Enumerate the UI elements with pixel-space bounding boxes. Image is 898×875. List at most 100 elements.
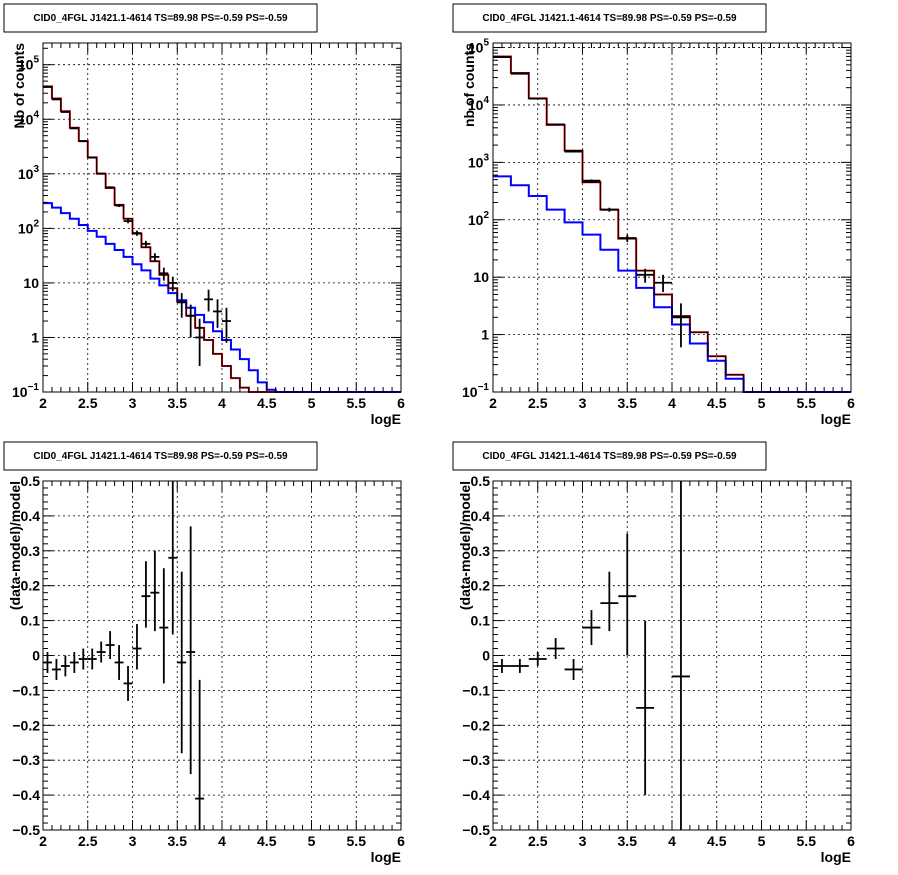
y-tick-label: 102 xyxy=(468,210,490,228)
x-tick-label: 2 xyxy=(39,395,47,411)
data-point xyxy=(105,631,115,659)
data-point xyxy=(195,679,205,830)
chart-title-box xyxy=(452,441,767,471)
y-tick-label: −0.2 xyxy=(462,717,490,733)
y-tick-label: −0.1 xyxy=(462,682,490,698)
y-axis-label: nb of counts xyxy=(461,43,477,127)
data-point xyxy=(60,655,70,677)
y-tick-label: 0.4 xyxy=(21,508,41,524)
data-point xyxy=(123,665,133,701)
x-tick-label: 5 xyxy=(308,395,316,411)
y-tick-label: 10 xyxy=(23,275,39,291)
chart-title-box xyxy=(3,441,318,471)
data-point xyxy=(114,645,124,680)
x-tick-label: 4.5 xyxy=(257,395,277,411)
x-tick-label: 5.5 xyxy=(347,395,367,411)
data-point xyxy=(618,533,637,656)
x-tick-label: 2.5 xyxy=(78,395,98,411)
data-point xyxy=(672,303,690,348)
data-point xyxy=(600,207,619,212)
y-tick-label: 0 xyxy=(482,648,490,664)
y-tick-label: 0 xyxy=(32,648,40,664)
x-tick-label: 5 xyxy=(758,833,766,849)
data-point xyxy=(87,648,97,670)
y-tick-label: 0.2 xyxy=(471,578,491,594)
x-tick-label: 2 xyxy=(489,833,497,849)
data-point xyxy=(528,97,547,100)
y-tick-label: 1 xyxy=(481,327,489,343)
x-tick-label: 4 xyxy=(668,833,676,849)
chart-panel-4: 2 2.5 3 3.5 4 4.5 5 5.5 6 −0.5 −0.4 −0.3 −0.2 −0.1 0 0.… xyxy=(452,441,855,865)
chart-panel-2: 2 2.5 3 3.5 4 4.5 5 5.5 6 10−1 1 10 102 103 104 105 logE… xyxy=(452,3,855,427)
x-tick-label: 6 xyxy=(847,395,855,411)
data-point xyxy=(114,204,124,208)
y-tick-label: 0.5 xyxy=(21,473,41,489)
chart-title: CID0_4FGL J1421.1-4614 TS=89.98 PS=-0.59… xyxy=(482,451,737,462)
x-tick-label: 2.5 xyxy=(528,395,548,411)
y-tick-label: 102 xyxy=(18,218,40,236)
chart-title: CID0_4FGL J1421.1-4614 TS=89.98 PS=-0.59… xyxy=(33,451,288,462)
x-tick-label: 3.5 xyxy=(618,395,638,411)
y-tick-label: 103 xyxy=(18,164,40,182)
y-tick-label: −0.5 xyxy=(12,822,40,838)
y-tick-label: 0.2 xyxy=(21,578,41,594)
x-tick-label: 6 xyxy=(397,395,405,411)
x-tick-label: 5 xyxy=(758,395,766,411)
data-point xyxy=(96,172,106,175)
x-tick-label: 5 xyxy=(308,833,316,849)
x-axis-label: logE xyxy=(821,411,851,427)
data-point xyxy=(546,638,565,659)
x-axis-label: logE xyxy=(371,849,401,865)
data-point xyxy=(636,268,655,283)
y-tick-label: 10 xyxy=(473,269,489,285)
data-point xyxy=(123,219,133,224)
x-tick-label: 4 xyxy=(668,395,676,411)
data-point xyxy=(60,111,70,113)
x-axis-label: logE xyxy=(371,411,401,427)
x-tick-label: 2 xyxy=(39,833,47,849)
x-tick-label: 2.5 xyxy=(78,833,98,849)
data-point xyxy=(564,150,583,153)
x-tick-label: 2.5 xyxy=(528,833,548,849)
x-tick-label: 3.5 xyxy=(168,833,188,849)
data-point xyxy=(186,304,196,338)
chart-title-box xyxy=(3,3,318,33)
data-point xyxy=(51,98,61,101)
data-point xyxy=(177,293,187,318)
y-tick-label: −0.4 xyxy=(462,787,490,803)
x-tick-label: 3 xyxy=(579,833,587,849)
x-tick-label: 4.5 xyxy=(257,833,277,849)
x-tick-label: 3.5 xyxy=(618,833,638,849)
data-point xyxy=(51,658,61,680)
data-point xyxy=(69,127,79,130)
data-point xyxy=(69,652,79,673)
y-tick-label: 0.4 xyxy=(471,508,491,524)
data-point xyxy=(159,568,169,684)
y-tick-label: −0.3 xyxy=(12,752,40,768)
y-tick-label: 104 xyxy=(468,95,490,113)
data-point xyxy=(564,658,583,680)
data-point xyxy=(546,123,565,126)
y-tick-label: 0.5 xyxy=(471,473,491,489)
y-tick-label: 105 xyxy=(468,38,490,56)
data-point xyxy=(150,550,160,632)
x-axis-label: logE xyxy=(821,849,851,865)
data-point xyxy=(672,481,690,830)
data-point xyxy=(528,652,547,666)
chart-title: CID0_4FGL J1421.1-4614 TS=89.98 PS=-0.59… xyxy=(33,13,288,24)
x-tick-label: 4 xyxy=(218,833,226,849)
data-point xyxy=(78,140,88,143)
y-tick-label: 10−1 xyxy=(462,382,489,400)
data-point xyxy=(150,253,160,262)
y-axis-label: (data-model)/model xyxy=(7,481,23,610)
y-tick-label: 0.3 xyxy=(471,543,491,559)
chart-title-box xyxy=(452,3,767,33)
y-tick-label: 1 xyxy=(31,329,39,345)
data-point xyxy=(87,156,97,159)
x-tick-label: 3.5 xyxy=(168,395,188,411)
y-tick-label: 103 xyxy=(468,152,490,170)
data-point xyxy=(141,561,151,628)
x-tick-label: 5.5 xyxy=(797,833,817,849)
y-tick-label: −0.3 xyxy=(462,752,490,768)
